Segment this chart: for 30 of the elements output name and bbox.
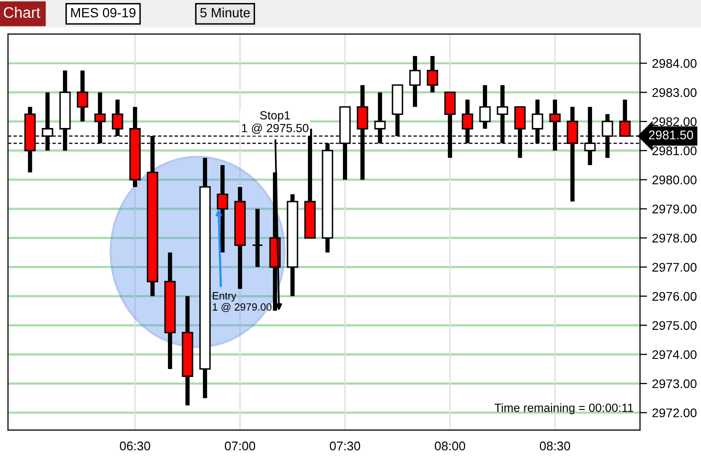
x-tick-label: 08:00	[434, 442, 466, 450]
chart-subtitle: 5 Minute	[200, 8, 250, 18]
y-tick-label: 2976.00	[652, 292, 697, 301]
text: Chart	[4, 6, 40, 18]
y-tick-label: 2979.00	[652, 204, 697, 214]
y-tick-label: 2984.00	[652, 59, 697, 68]
y-tick-label: 2974.00	[652, 350, 697, 360]
x-tick-label: 08:30	[540, 442, 570, 450]
ref-line-label: 2981.50	[648, 130, 694, 140]
y-tick-label: 2973.00	[652, 379, 697, 388]
annotation: Stop1 1 @ 2975.50	[242, 111, 308, 134]
candlestick	[252, 208, 264, 268]
y-tick-label: 2981.00	[652, 146, 697, 156]
annotation: Entry 1 @ 2979.00	[212, 292, 272, 312]
y-tick-label: 2983.00	[652, 88, 697, 97]
y-tick-label: 2972.00	[652, 408, 697, 418]
candlestick	[479, 85, 491, 129]
y-tick-label: 2977.00	[652, 262, 697, 272]
x-tick-label: 06:30	[120, 442, 150, 450]
y-tick-label: 2982.00	[652, 117, 697, 126]
candlestick	[76, 70, 88, 122]
annotation: Time remaining = 00:00:11	[494, 403, 634, 414]
candlestick	[409, 56, 421, 107]
y-tick-label: 2978.00	[652, 234, 697, 243]
y-tick-label: 2980.00	[652, 176, 697, 184]
candlestick	[426, 56, 438, 92]
x-tick-label: 07:30	[330, 442, 360, 450]
y-tick-label: 2975.00	[652, 321, 697, 330]
chart-title: MES 09-19	[71, 8, 136, 18]
x-tick-label: 07:00	[224, 442, 256, 450]
